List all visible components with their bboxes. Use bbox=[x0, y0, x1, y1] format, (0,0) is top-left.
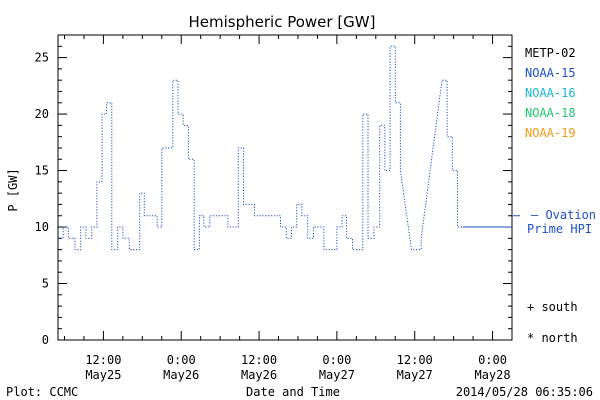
x-tick-time-label: 0:00 bbox=[322, 353, 351, 367]
x-tick-date-label: May28 bbox=[474, 368, 510, 382]
chart-title: Hemispheric Power [GW] bbox=[189, 13, 376, 31]
series-group bbox=[58, 45, 512, 251]
x-tick-time-label: 12:00 bbox=[397, 353, 433, 367]
legend-item-noaa-15: NOAA-15 bbox=[525, 66, 576, 80]
y-tick-label: 10 bbox=[35, 220, 49, 234]
plot-timestamp: 2014/05/28 06:35:06 bbox=[456, 385, 593, 399]
plot-frame bbox=[57, 34, 513, 341]
y-tick-label: 25 bbox=[35, 51, 49, 65]
plot-credit: Plot: CCMC bbox=[6, 385, 78, 399]
x-tick-date-label: May27 bbox=[319, 368, 355, 382]
y-axis: 0 5 10 15 20 25 bbox=[35, 34, 512, 347]
x-axis: 12:00May250:00May2612:00May260:00May2712… bbox=[63, 35, 513, 382]
x-tick-time-label: 12:00 bbox=[85, 353, 121, 367]
legend-item-noaa-18: NOAA-18 bbox=[525, 106, 576, 120]
y-tick-label: 0 bbox=[42, 333, 49, 347]
x-tick-time-label: 0:00 bbox=[478, 353, 507, 367]
x-tick-time-label: 12:00 bbox=[241, 353, 277, 367]
legend-item-metp-02: METP-02 bbox=[525, 46, 576, 60]
y-axis-label: P [GW] bbox=[6, 168, 20, 211]
y-tick-label: 5 bbox=[42, 277, 49, 291]
x-tick-date-label: May26 bbox=[163, 368, 199, 382]
x-tick-date-label: May26 bbox=[241, 368, 277, 382]
legend-item-noaa-19: NOAA-19 bbox=[525, 126, 576, 140]
x-tick-time-label: 0:00 bbox=[167, 353, 196, 367]
x-tick-date-label: May27 bbox=[397, 368, 433, 382]
series-line-noaa-15 bbox=[58, 45, 463, 251]
x-tick-date-label: May25 bbox=[85, 368, 121, 382]
south-marker-label: + south bbox=[527, 300, 578, 314]
ovation-label-hpi: Prime HPI bbox=[527, 222, 592, 236]
north-marker-label: * north bbox=[527, 331, 578, 345]
x-axis-label: Date and Time bbox=[246, 385, 340, 399]
y-tick-label: 20 bbox=[35, 107, 49, 121]
legend-item-noaa-16: NOAA-16 bbox=[525, 86, 576, 100]
y-tick-label: 15 bbox=[35, 164, 49, 178]
ovation-label: — Ovation bbox=[531, 208, 596, 222]
